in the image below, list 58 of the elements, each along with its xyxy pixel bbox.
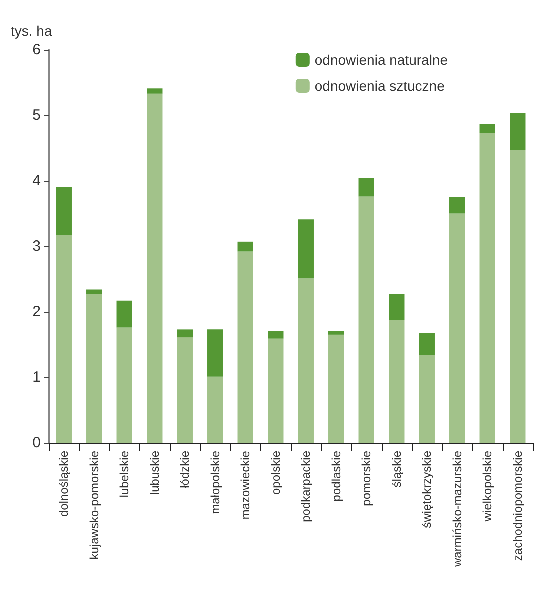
bar [419, 332, 435, 356]
bar [268, 338, 284, 443]
y-tick-label: 5 [32, 107, 41, 124]
bar [328, 334, 344, 443]
bar [389, 320, 405, 443]
x-tick-label: małopolskie [208, 450, 222, 514]
x-tick-label: mazowieckie [238, 450, 253, 520]
bar [510, 114, 526, 150]
y-axis-title: tys. ha [11, 23, 52, 39]
bar [208, 330, 224, 377]
x-tick-label: dolnośląskie [57, 450, 72, 518]
bar [298, 220, 314, 279]
y-tick-label: 1 [32, 369, 41, 386]
bar [480, 124, 496, 134]
bar [358, 178, 374, 197]
bar [298, 278, 314, 443]
bar [177, 330, 193, 338]
bar [116, 300, 132, 328]
bar [86, 290, 102, 294]
x-tick-label: opolskie [268, 450, 283, 496]
bar [147, 94, 163, 443]
x-tick-label: śląskie [390, 450, 404, 488]
bar [86, 294, 102, 443]
x-tick-label: warmińsko-mazurskie [450, 450, 464, 568]
bar [116, 328, 132, 443]
bar [480, 133, 496, 443]
bar [510, 150, 526, 443]
y-tick-label: 6 [32, 42, 41, 58]
y-tick-label: 2 [32, 304, 41, 320]
y-tick-label: 4 [32, 172, 41, 190]
x-tick-label: lubuskie [148, 450, 162, 496]
x-tick-label: lubelskie [118, 450, 132, 498]
x-tick-label: pomorskie [360, 450, 374, 506]
x-tick-label: podkarpackie [299, 450, 314, 522]
bar [238, 242, 254, 252]
x-tick-label: łódzkie [178, 450, 192, 488]
legend-label: odnowienia sztuczne [314, 78, 446, 94]
bar [208, 376, 224, 443]
y-tick-label: 3 [32, 238, 41, 255]
bar [389, 294, 405, 321]
x-tick-label: podlaskie [329, 450, 344, 502]
bar [450, 214, 466, 443]
bar [56, 188, 72, 236]
x-tick-label: wielkopolskie [480, 450, 495, 523]
bar [268, 330, 284, 339]
bar [147, 88, 163, 94]
bar [177, 338, 193, 443]
x-tick-label: kujawsko-pomorskie [87, 450, 102, 560]
bar [450, 197, 466, 214]
x-tick-label: świętokrzyskie [420, 450, 434, 528]
legend-label: odnowienia naturalne [314, 52, 448, 68]
bar [238, 252, 254, 443]
y-tick-label: 0 [32, 434, 41, 452]
bar [358, 196, 374, 443]
bar [328, 330, 344, 335]
bar [56, 235, 72, 443]
x-tick-label: zachodniopomorskie [510, 450, 525, 562]
bar [419, 355, 435, 443]
